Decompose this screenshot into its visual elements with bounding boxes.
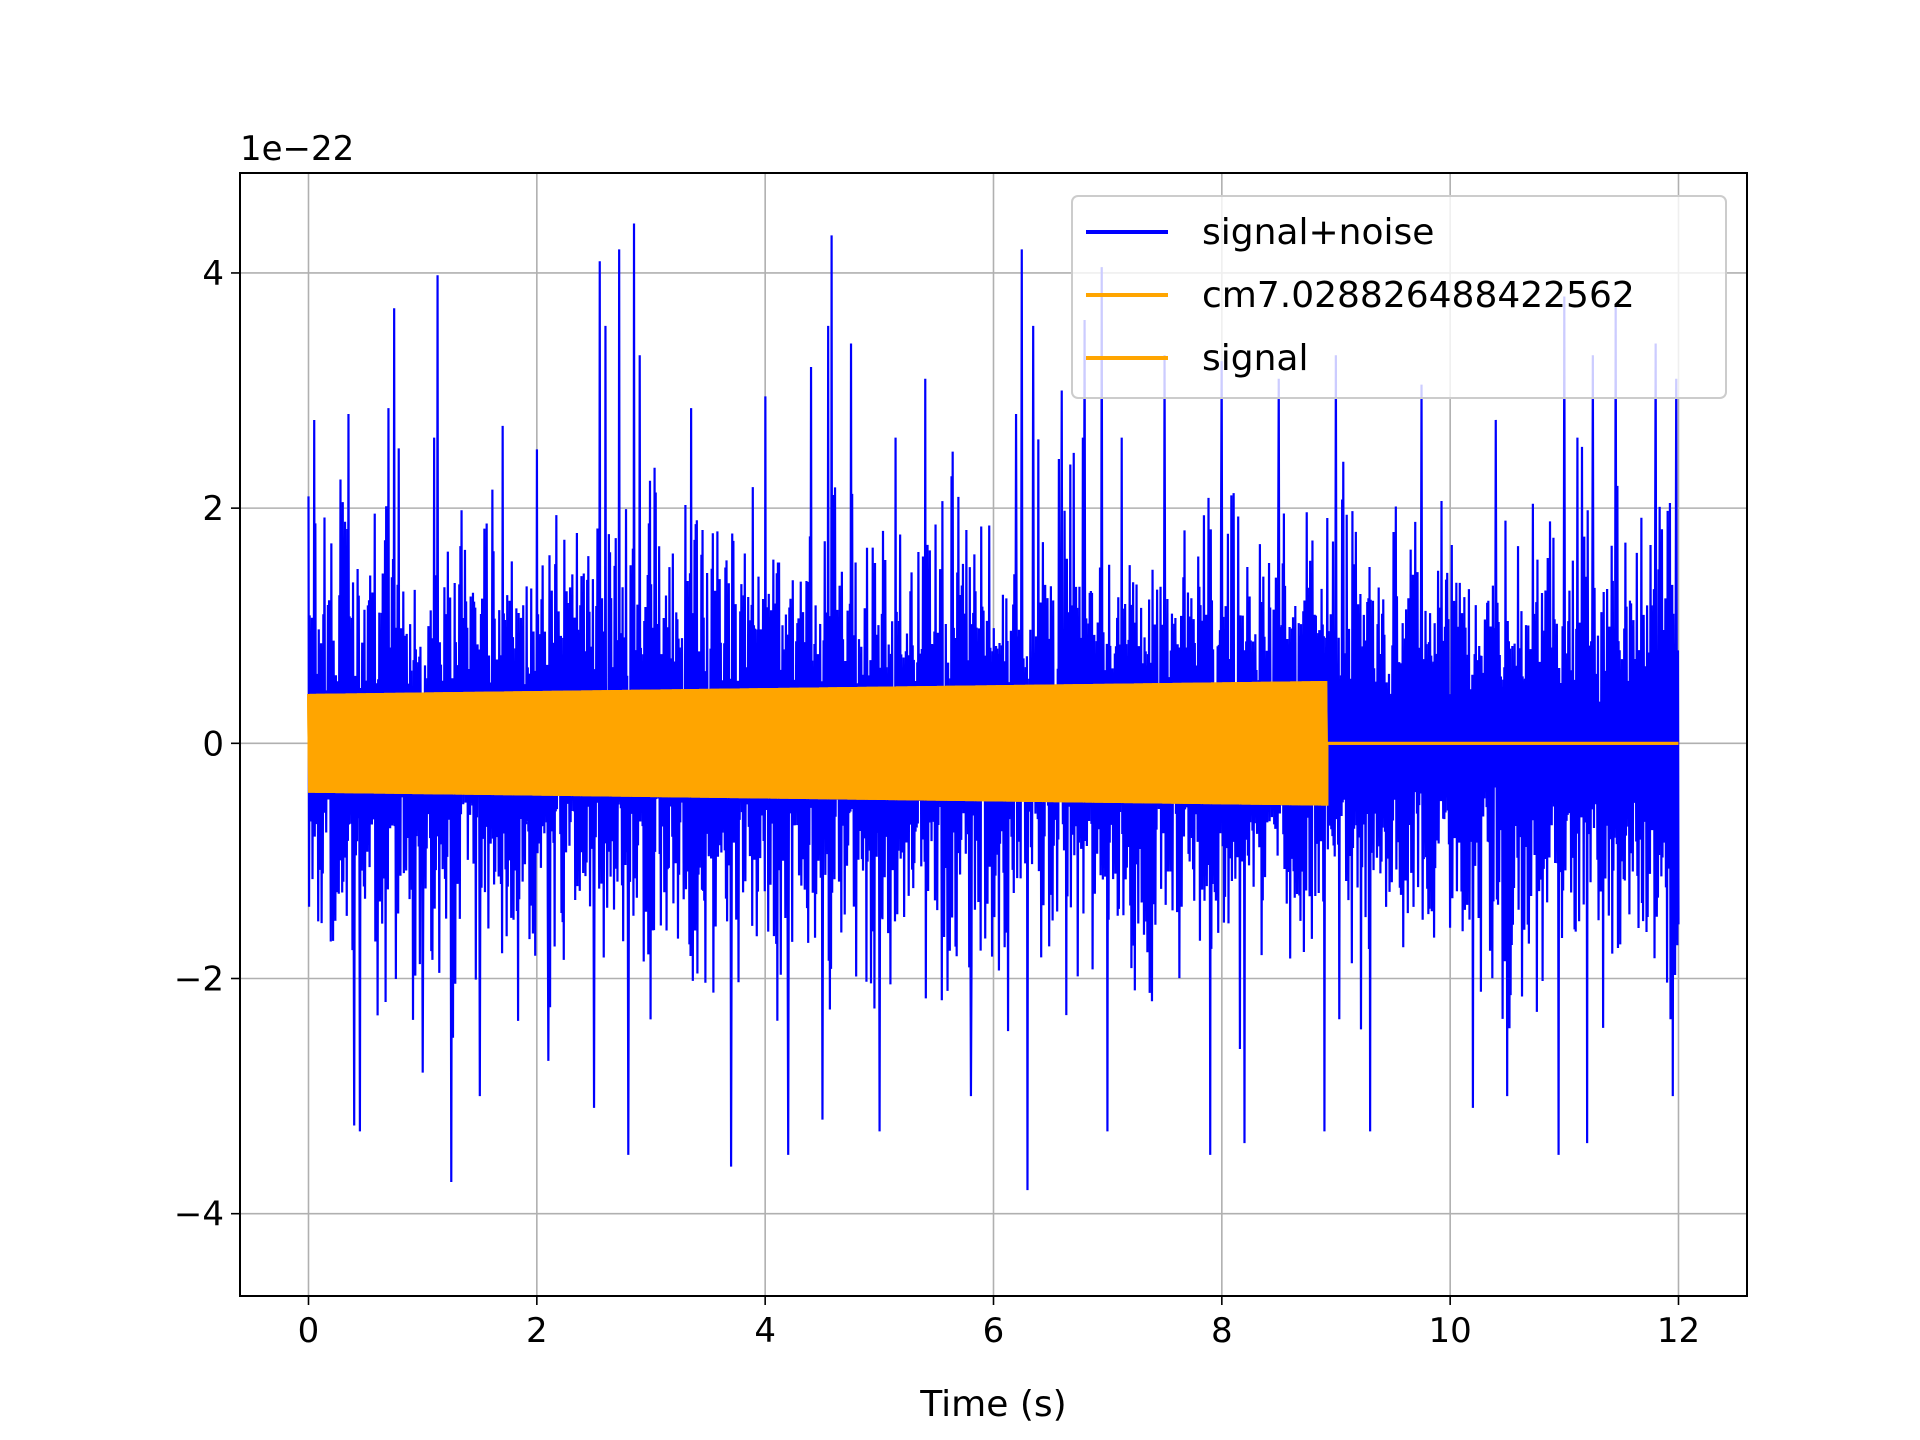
y-tick-label: 2 <box>202 489 224 529</box>
x-tick-label: 2 <box>526 1311 548 1351</box>
axis-ticks: 0 2 4 6 8 10 12 −4 −2 0 2 4 <box>174 254 1700 1351</box>
x-tick-label: 8 <box>1211 1311 1233 1351</box>
legend-label: signal+noise <box>1202 212 1434 253</box>
y-tick-label: −2 <box>174 960 224 1000</box>
y-offset-label: 1e−22 <box>240 129 354 169</box>
x-tick-label: 0 <box>298 1311 320 1351</box>
legend-box <box>1071 195 1727 399</box>
y-tick-label: −4 <box>174 1195 224 1235</box>
y-tick-label: 0 <box>202 724 224 764</box>
x-tick-label: 10 <box>1429 1311 1472 1351</box>
series-signal-line <box>307 680 1679 806</box>
legend-label: signal <box>1202 338 1309 379</box>
legend-label: cm7.028826488422562 <box>1202 275 1635 316</box>
x-tick-label: 6 <box>983 1311 1005 1351</box>
x-tick-label: 4 <box>754 1311 776 1351</box>
plot-area <box>307 223 1680 1191</box>
x-axis-label: Time (s) <box>919 1384 1066 1425</box>
y-tick-label: 4 <box>202 254 224 294</box>
legend: signal+noise cm7.028826488422562 signal <box>1071 195 1727 399</box>
x-tick-label: 12 <box>1657 1311 1700 1351</box>
